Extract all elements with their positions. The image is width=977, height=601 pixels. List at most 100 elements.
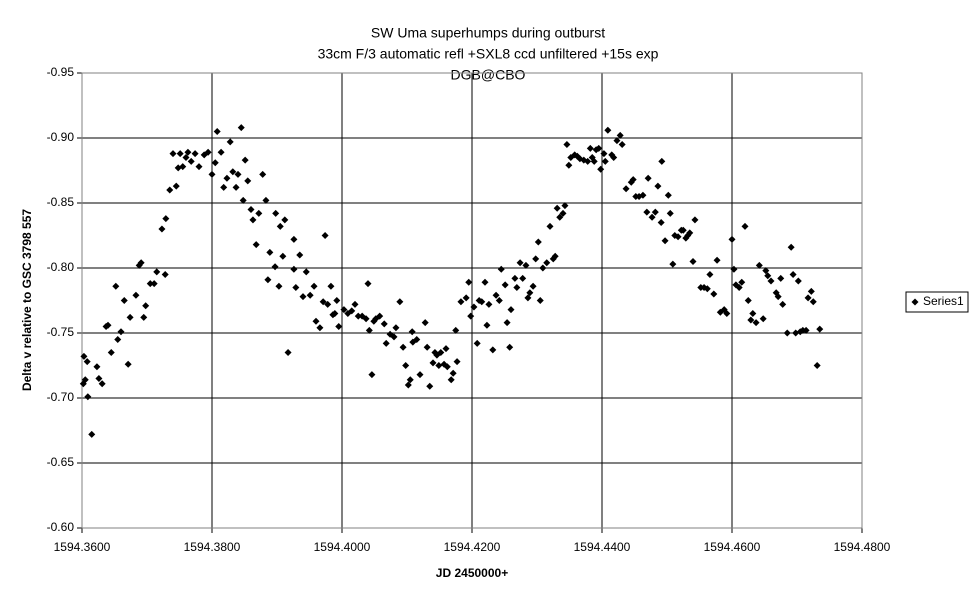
data-point [176,150,184,158]
data-point [669,260,677,268]
data-point [813,362,821,369]
data-point [380,320,388,328]
data-point [184,148,192,156]
data-point [399,343,407,351]
data-point [276,222,284,230]
data-point [319,298,327,306]
data-point [536,297,544,304]
x-tick-label: 1594.4000 [314,540,371,554]
data-point [413,336,421,343]
data-point [443,363,451,371]
data-point [137,259,145,267]
data-point [83,358,91,366]
data-point [426,382,434,390]
data-point [759,315,767,323]
data-point [302,268,310,276]
data-point [741,222,749,230]
data-point [271,263,279,271]
data-point [691,216,699,224]
data-point [597,165,605,173]
data-point [648,213,656,221]
data-point [546,222,554,230]
data-point [88,430,96,438]
data-point [629,176,637,184]
data-point [723,310,731,317]
data-point [437,349,445,356]
data-point [296,251,304,259]
x-tick-label: 1594.4200 [444,540,501,554]
data-point [787,243,795,251]
data-point [485,300,493,308]
data-point [124,360,132,368]
data-point [563,141,571,148]
data-point [429,359,437,367]
data-point [259,170,267,178]
data-point [292,284,300,291]
data-point [241,156,249,164]
data-point [556,213,564,221]
data-point [651,208,659,216]
data-point [153,268,161,276]
data-point [728,235,736,243]
data-point [182,154,190,161]
data-point [595,144,603,152]
data-point [706,271,714,278]
x-tick-label: 1594.3600 [54,540,111,554]
data-point [162,215,170,223]
data-point [601,157,609,165]
data-point [478,298,486,306]
data-point [689,258,697,265]
data-point [104,321,112,329]
data-point [150,280,158,288]
data-point [223,174,231,182]
data-point [738,278,746,286]
data-point [816,325,824,333]
data-point [93,363,101,371]
x-tick-label: 1594.3800 [184,540,241,554]
data-point [299,293,307,301]
data-point [229,168,237,176]
data-point [492,291,500,299]
data-point [290,265,298,273]
data-point [543,259,551,267]
y-tick-label: -0.65 [47,455,75,469]
y-tick-label: -0.90 [47,130,75,144]
y-axis-title: Delta v relative to GSC 3798 557 [20,209,34,391]
data-point [252,241,260,249]
data-point [340,306,348,314]
data-point [239,196,247,204]
data-point [644,174,652,182]
data-point [809,298,817,306]
data-point [610,154,618,161]
data-point [507,306,515,314]
data-point [423,343,431,351]
chart-title: SW Uma superhumps during outburst [371,25,605,41]
data-point [802,326,810,334]
chart-subtitle: DGB@CBO [451,67,526,83]
data-point [402,362,410,369]
data-point [195,163,203,171]
data-point [204,148,212,156]
data-point [81,376,89,384]
data-point [565,161,573,169]
data-point [804,294,812,302]
data-point [529,282,537,290]
data-point [532,255,540,263]
legend-label: Series1 [923,294,964,308]
data-point [679,226,687,234]
data-point [559,209,567,217]
data-point [783,329,791,337]
data-point [126,313,134,321]
data-point [217,148,225,156]
data-point [279,252,287,260]
data-point [735,284,743,291]
data-point [604,126,612,134]
data-point [362,315,370,323]
data-point [95,375,103,382]
data-point [275,282,283,290]
data-point [321,232,329,239]
data-point [187,157,195,165]
chart-subtitle: 33cm F/3 automatic refl +SXL8 ccd unfilt… [318,46,659,62]
